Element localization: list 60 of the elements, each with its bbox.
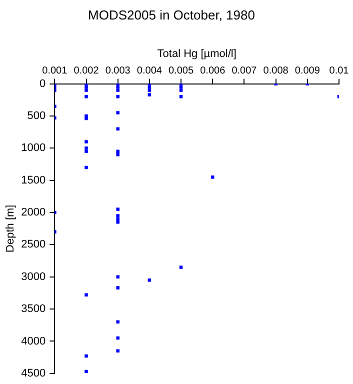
point <box>179 266 183 269</box>
point <box>148 85 152 89</box>
point <box>116 275 120 278</box>
point <box>84 146 88 150</box>
x-tick-label: 0.009 <box>294 66 320 77</box>
y-tick-label: 1500 <box>21 174 46 186</box>
y-tick-label: 1000 <box>21 142 46 154</box>
point <box>116 150 120 154</box>
point <box>116 217 120 221</box>
point <box>84 95 88 98</box>
point <box>84 166 88 170</box>
point <box>84 88 88 92</box>
point <box>179 95 183 98</box>
y-tick-label: 500 <box>27 110 46 122</box>
point <box>116 208 120 211</box>
y-tick-label: 2500 <box>21 238 46 251</box>
y-tick-label: 2000 <box>21 206 46 219</box>
point <box>84 114 88 118</box>
point <box>116 127 120 130</box>
point <box>116 320 120 324</box>
point <box>116 152 120 156</box>
x-tick-label: 0.001 <box>42 66 68 77</box>
point <box>116 111 120 114</box>
y-tick-label: 4000 <box>21 335 46 348</box>
point <box>211 175 214 179</box>
point <box>116 220 120 224</box>
point <box>116 214 120 218</box>
y-tick-label: 3000 <box>21 270 46 283</box>
y-axis-title: Depth [m] <box>4 204 17 252</box>
x-tick-label: 0.005 <box>168 66 194 77</box>
point <box>116 336 120 340</box>
x-tick-label: 0.004 <box>136 66 162 77</box>
point <box>116 85 120 89</box>
point <box>116 349 120 353</box>
y-tick-label: 0 <box>40 78 46 90</box>
y-tick-label: 4500 <box>21 367 46 380</box>
x-tick-label: 0.003 <box>105 66 131 77</box>
point <box>84 354 88 358</box>
x-tick-label: 0.01 <box>329 66 350 77</box>
point <box>148 93 152 96</box>
point <box>84 140 88 144</box>
x-axis-title: Total Hg [µmol/l] <box>157 48 236 60</box>
point <box>116 286 120 290</box>
point <box>148 88 152 92</box>
point <box>116 88 120 92</box>
point <box>84 150 88 154</box>
point <box>84 85 88 89</box>
x-tick-label: 0.002 <box>74 66 100 77</box>
point <box>179 88 183 92</box>
x-tick-label: 0.006 <box>200 66 226 77</box>
point <box>116 95 120 98</box>
chart-title: MODS2005 in October, 1980 <box>88 7 255 22</box>
point <box>148 278 152 282</box>
point <box>84 293 88 297</box>
point <box>84 116 88 120</box>
point <box>179 85 183 89</box>
y-tick-label: 3500 <box>21 303 46 316</box>
x-tick-label: 0.007 <box>232 66 258 77</box>
point <box>84 370 88 374</box>
x-tick-label: 0.008 <box>263 66 289 77</box>
